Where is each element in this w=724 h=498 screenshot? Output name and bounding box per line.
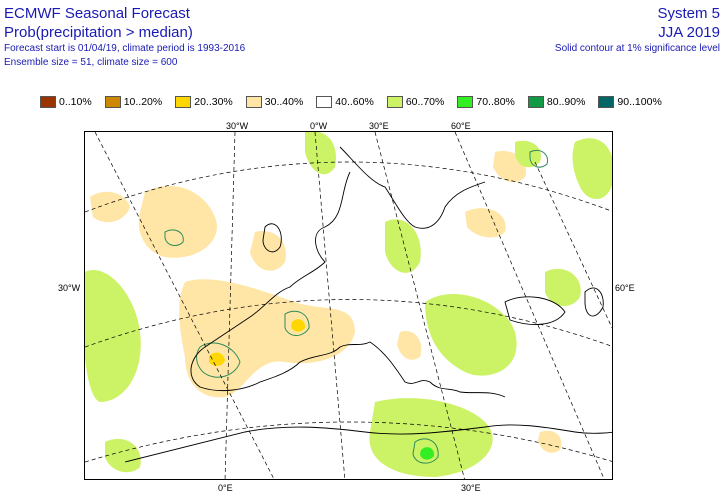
forecast-map — [84, 131, 613, 480]
legend-label: 60..70% — [405, 96, 445, 108]
dry-area-atlantic — [138, 186, 217, 258]
legend-swatch — [245, 96, 262, 108]
system-label: System 5 — [657, 5, 720, 22]
legend-swatch — [104, 96, 121, 108]
chart-title: ECMWF Seasonal Forecast — [4, 5, 190, 22]
legend-swatch — [598, 96, 615, 108]
tick-top-30e: 30°E — [369, 121, 389, 131]
wet-area-ne-coast — [515, 140, 541, 168]
legend-item: 20..30% — [175, 96, 233, 108]
tick-top-30w: 30°W — [226, 121, 249, 131]
wet-core-med — [420, 447, 435, 460]
tick-top-60e: 60°E — [451, 121, 471, 131]
legend-swatch — [457, 96, 474, 108]
legend-swatch — [386, 96, 403, 108]
meridian — [94, 132, 275, 479]
header-right: System 5 JJA 2019 Solid contour at 1% si… — [555, 4, 720, 56]
legend-item: 30..40% — [245, 96, 304, 108]
legend-item: 70..80% — [457, 96, 515, 108]
dry-area-atlantic-2 — [90, 191, 130, 223]
wet-area-med — [369, 398, 493, 477]
tick-top-0w: 0°W — [310, 121, 328, 131]
coast-scandinavia — [339, 146, 486, 229]
wet-area-south — [105, 438, 141, 473]
forecast-info: Forecast start is 01/04/19, climate peri… — [4, 43, 246, 54]
coast-med-north — [369, 341, 506, 398]
legend-label: 40..60% — [335, 96, 374, 108]
graticule — [85, 132, 612, 479]
tick-bottom-0e: 0°E — [218, 483, 233, 493]
contour-med — [412, 438, 439, 464]
legend-swatch — [175, 96, 192, 108]
significance-contours — [164, 149, 549, 464]
dry-area-italy — [397, 331, 422, 360]
legend-label: 70..80% — [476, 96, 515, 108]
tick-bottom-30e: 30°E — [461, 483, 481, 493]
dry-core-france — [291, 319, 306, 332]
legend-swatch — [40, 96, 56, 108]
legend-label: 0..10% — [59, 96, 92, 108]
contour-iberia — [196, 342, 241, 378]
dry-areas — [90, 151, 562, 453]
legend: 0..10% 10..20% 20..30% 30..40% 40..60% 6… — [40, 96, 675, 108]
legend-item: 10..20% — [104, 96, 163, 108]
parallel — [85, 421, 612, 463]
parallel — [85, 161, 612, 213]
season-label: JJA 2019 — [658, 24, 720, 41]
dry-area-east — [538, 430, 562, 453]
coast-caspian — [584, 287, 604, 317]
contour-ne — [529, 149, 549, 168]
legend-item: 40..60% — [316, 96, 374, 108]
legend-label: 90..100% — [617, 96, 662, 108]
significance-note: Solid contour at 1% significance level — [554, 43, 720, 54]
header-left: ECMWF Seasonal Forecast Prob(precipitati… — [4, 4, 245, 70]
legend-label: 30..40% — [264, 96, 304, 108]
coast-uk — [262, 223, 282, 253]
wet-areas — [85, 132, 612, 477]
dry-cores — [209, 319, 306, 366]
legend-label: 80..90% — [546, 96, 586, 108]
legend-item: 0..10% — [40, 96, 92, 108]
coast-africa — [124, 424, 612, 463]
meridian — [454, 132, 605, 479]
legend-swatch — [316, 96, 333, 108]
meridian — [534, 161, 612, 329]
wet-area-west — [85, 270, 141, 402]
coastlines — [124, 146, 612, 463]
legend-item: 60..70% — [386, 96, 445, 108]
wet-area-east — [572, 138, 612, 199]
contour-atlantic — [164, 229, 184, 246]
wet-area-east-2 — [545, 268, 581, 307]
chart-subtitle: Prob(precipitation > median) — [4, 24, 193, 41]
legend-label: 10..20% — [123, 96, 163, 108]
coast-blacksea — [504, 296, 566, 325]
dry-area-iberia — [179, 279, 355, 398]
wet-area-nw — [305, 132, 336, 175]
contour-france — [284, 310, 310, 336]
wet-cores — [420, 447, 435, 460]
legend-item: 80..90% — [527, 96, 586, 108]
legend-item: 90..100% — [598, 96, 662, 108]
ensemble-info: Ensemble size = 51, climate size = 600 — [4, 57, 178, 68]
tick-left-30w: 30°W — [58, 283, 81, 293]
legend-swatch — [527, 96, 544, 108]
meridian — [314, 132, 346, 479]
dry-core-iberia — [209, 352, 225, 366]
dry-area-ne-2 — [465, 208, 506, 238]
legend-label: 20..30% — [194, 96, 233, 108]
tick-right-60e: 60°E — [615, 283, 635, 293]
wet-area-balkans — [425, 293, 517, 376]
meridian — [224, 132, 236, 479]
map-svg — [85, 132, 612, 479]
wet-area-scandinavia — [385, 219, 421, 273]
coast-europe — [190, 171, 371, 392]
